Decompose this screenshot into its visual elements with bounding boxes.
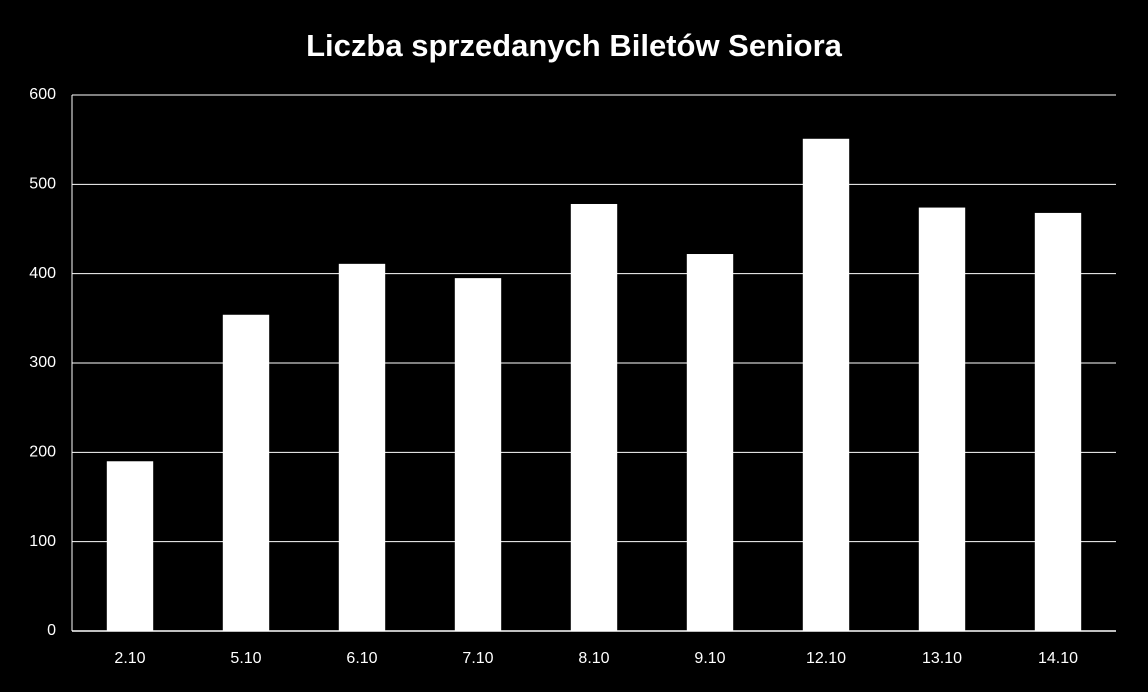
y-tick-label: 0 [47,622,56,639]
x-tick-label: 7.10 [462,650,493,667]
y-tick-label: 300 [29,354,56,371]
x-tick-label: 8.10 [578,650,609,667]
bar [570,203,618,631]
x-tick-label: 14.10 [1038,650,1078,667]
y-tick-label: 600 [29,86,56,103]
x-tick-label: 13.10 [922,650,962,667]
y-tick-label: 500 [29,176,56,193]
bar [802,138,850,632]
x-tick-label: 12.10 [806,650,846,667]
bar [106,461,154,631]
y-tick-label: 100 [29,533,56,550]
bar [454,278,502,631]
y-tick-label: 400 [29,265,56,282]
bar [918,207,966,631]
x-tick-label: 5.10 [230,650,261,667]
x-tick-label: 9.10 [694,650,725,667]
bar [222,314,270,631]
bar [1034,212,1082,632]
bar [338,263,386,631]
x-tick-label: 6.10 [346,650,377,667]
bar [686,254,734,631]
y-tick-label: 200 [29,444,56,461]
chart-title: Liczba sprzedanych Biletów Seniora [306,28,843,63]
x-tick-label: 2.10 [114,650,145,667]
